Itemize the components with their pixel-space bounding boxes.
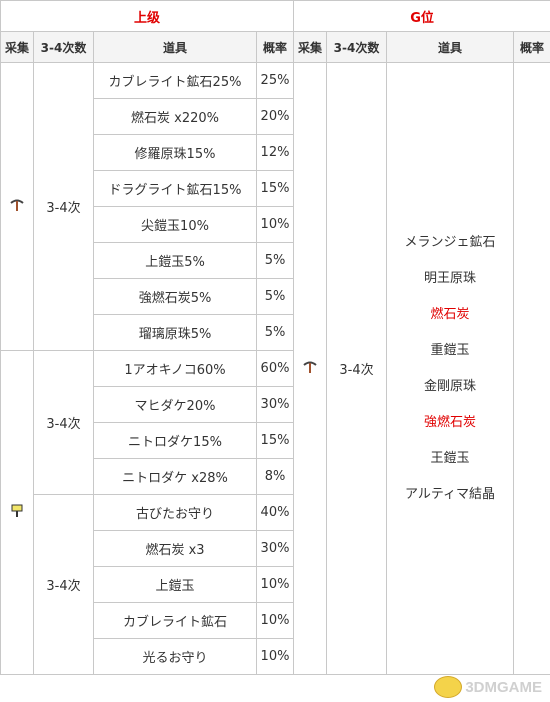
item-rate: 30% (255, 386, 295, 423)
g-item: 金剛原珠 (424, 378, 477, 394)
mascot-icon (434, 676, 463, 698)
item-rate: 30% (255, 530, 295, 567)
item-name: 上鎧玉 (93, 566, 257, 603)
item-name: マヒダケ20% (93, 386, 257, 423)
g-item-highlight: 強燃石炭 (424, 414, 477, 430)
item-rate: 40% (255, 494, 295, 531)
item-name: 瑠璃原珠5% (93, 314, 257, 351)
item-rate: 15% (255, 422, 295, 459)
g-item: 明王原珠 (424, 270, 477, 286)
g-item: メランジェ鉱石 (404, 234, 496, 250)
pickaxe-icon (303, 361, 317, 373)
item-name: 1アオキノコ60% (93, 350, 257, 387)
item-rate: 20% (255, 98, 295, 135)
item-rate: 15% (255, 170, 295, 207)
item-rate: 8% (255, 458, 295, 495)
g-item: 王鎧玉 (430, 450, 470, 466)
title-g-rank: G位 (293, 0, 550, 32)
header-item: 道具 (93, 31, 257, 63)
item-rate: 60% (255, 350, 295, 387)
item-name: 尖鎧玉10% (93, 206, 257, 243)
item-rate: 5% (255, 242, 295, 279)
drop-table: 上级 G位 采集 3-4次数 道具 概率 采集 3-4次数 道具 概率 3-4次… (0, 0, 550, 675)
header-count: 3-4次数 (33, 31, 94, 63)
item-name: 上鎧玉5% (93, 242, 257, 279)
pickaxe-icon (10, 199, 24, 211)
header-count-g: 3-4次数 (326, 31, 388, 63)
item-rate: 5% (255, 314, 295, 351)
g-item: アルティマ結晶 (404, 486, 496, 502)
item-name: ニトロダケ15% (93, 422, 257, 459)
item-rate: 12% (255, 134, 295, 171)
item-name: 燃石炭 x220% (93, 98, 257, 135)
g-rate-cell (513, 62, 550, 675)
g-item-highlight: 燃石炭 (430, 306, 470, 322)
gather-cell (0, 62, 34, 351)
g-item-list: メランジェ鉱石 明王原珠 燃石炭 重鎧玉 金剛原珠 強燃石炭 王鎧玉 アルティマ… (387, 225, 513, 513)
g-items-cell: メランジェ鉱石 明王原珠 燃石炭 重鎧玉 金剛原珠 強燃石炭 王鎧玉 アルティマ… (386, 62, 515, 675)
item-name: 燃石炭 x3 (93, 530, 257, 567)
item-rate: 25% (255, 62, 295, 99)
header-item-g: 道具 (386, 31, 515, 63)
header-gather: 采集 (0, 31, 34, 63)
header-rate: 概率 (255, 31, 295, 63)
item-name: 古びたお守り (93, 494, 257, 531)
g-item: 重鎧玉 (430, 342, 470, 358)
item-name: 光るお守り (93, 638, 257, 675)
watermark: 3DMGAME (434, 676, 542, 698)
item-name: 強燃石炭5% (93, 278, 257, 315)
item-rate: 10% (255, 638, 295, 675)
item-name: 修羅原珠15% (93, 134, 257, 171)
header-gather-g: 采集 (293, 31, 328, 63)
item-rate: 10% (255, 206, 295, 243)
item-name: カブレライト鉱石 (93, 602, 257, 639)
item-name: ドラグライト鉱石15% (93, 170, 257, 207)
item-name: カブレライト鉱石25% (93, 62, 257, 99)
item-rate: 10% (255, 566, 295, 603)
g-count-cell: 3-4次 (326, 62, 388, 675)
item-rate: 10% (255, 602, 295, 639)
bug-net-icon (11, 504, 23, 517)
count-cell: 3-4次 (33, 62, 94, 351)
title-joukyuu: 上级 (0, 0, 295, 32)
header-rate-g: 概率 (513, 31, 550, 63)
count-cell: 3-4次 (33, 494, 94, 675)
g-gather-cell (293, 62, 328, 675)
gather-cell (0, 350, 34, 675)
item-name: ニトロダケ x28% (93, 458, 257, 495)
watermark-text: 3DMGAME (465, 678, 542, 696)
count-cell: 3-4次 (33, 350, 94, 495)
item-rate: 5% (255, 278, 295, 315)
